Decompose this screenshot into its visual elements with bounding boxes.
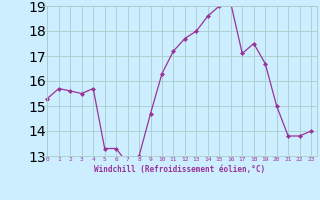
X-axis label: Windchill (Refroidissement éolien,°C): Windchill (Refroidissement éolien,°C) (94, 165, 265, 174)
